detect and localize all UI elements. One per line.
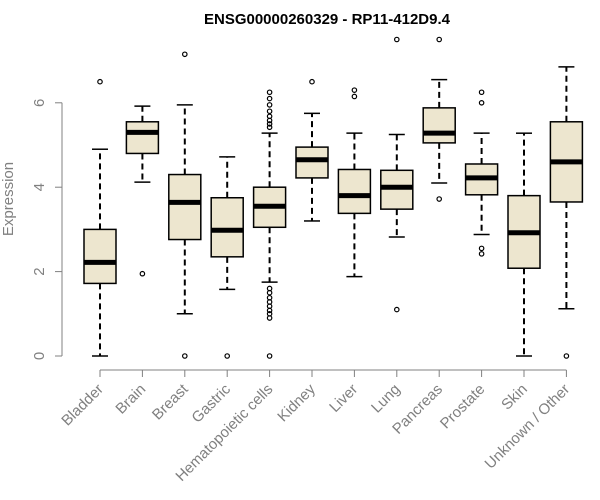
boxes-group — [83, 36, 584, 359]
outlier-point — [436, 196, 443, 202]
x-tick-label: Skin — [498, 381, 531, 414]
box-iqr — [168, 173, 202, 241]
outlier-point — [266, 108, 273, 115]
box-iqr — [295, 146, 329, 179]
box-kidney — [295, 78, 329, 222]
y-tick-label: 2 — [31, 267, 48, 275]
box-breast — [168, 51, 202, 359]
outlier-point — [97, 78, 103, 85]
x-tick-label: Breast — [149, 380, 192, 423]
outlier-point — [266, 289, 273, 296]
outlier-point — [224, 353, 231, 359]
outlier-point — [266, 124, 273, 131]
outlier-point — [563, 353, 570, 359]
outlier-point — [266, 102, 273, 108]
outlier-point — [266, 307, 273, 314]
y-tick-label: 4 — [31, 183, 48, 191]
box-skin — [507, 132, 541, 357]
box-iqr — [125, 121, 160, 155]
box-iqr — [380, 169, 414, 210]
outlier-point — [393, 36, 400, 43]
outlier-point — [182, 51, 188, 58]
x-tick-label: Liver — [326, 381, 361, 416]
outlier-point — [266, 95, 273, 102]
outlier-point — [478, 100, 485, 106]
outlier-point — [182, 353, 188, 359]
box-iqr — [83, 228, 117, 285]
box-bladder — [83, 78, 117, 357]
outlier-point — [266, 315, 273, 321]
x-tick-label: Lung — [368, 381, 404, 417]
box-prostate — [464, 89, 499, 257]
outlier-point — [266, 117, 273, 124]
y-tick-label: 0 — [31, 352, 48, 360]
outlier-point — [478, 89, 485, 96]
box-iqr — [422, 107, 456, 144]
outlier-point — [139, 270, 146, 277]
outlier-point — [393, 306, 400, 313]
y-tick-label: 6 — [31, 99, 48, 107]
box-liver — [337, 87, 372, 278]
x-tick-label: Prostate — [437, 381, 489, 433]
box-iqr — [210, 197, 244, 258]
box-hematopoietic-cells — [252, 89, 287, 359]
outlier-point — [436, 36, 443, 43]
x-tick-label: Bladder — [58, 381, 107, 430]
y-axis: 0 2 4 6 — [31, 99, 63, 360]
outlier-point — [478, 251, 485, 257]
box-gastric — [210, 156, 244, 359]
outlier-point — [351, 93, 358, 100]
box-lung — [380, 36, 414, 313]
box-brain — [125, 105, 160, 277]
box-pancreas — [422, 36, 456, 202]
outlier-point — [266, 121, 273, 127]
y-axis-label: Expression — [0, 162, 17, 236]
box-unknown-other — [549, 66, 584, 359]
outlier-point — [266, 89, 273, 96]
x-tick-label: Kidney — [274, 380, 319, 425]
x-tick-label: Brain — [112, 381, 149, 418]
box-iqr — [337, 168, 372, 215]
chart-title: ENSG00000260329 - RP11-412D9.4 — [204, 11, 451, 28]
outlier-point — [478, 245, 485, 252]
outlier-point — [309, 78, 315, 85]
outlier-point — [351, 87, 358, 93]
outlier-point — [266, 353, 273, 359]
